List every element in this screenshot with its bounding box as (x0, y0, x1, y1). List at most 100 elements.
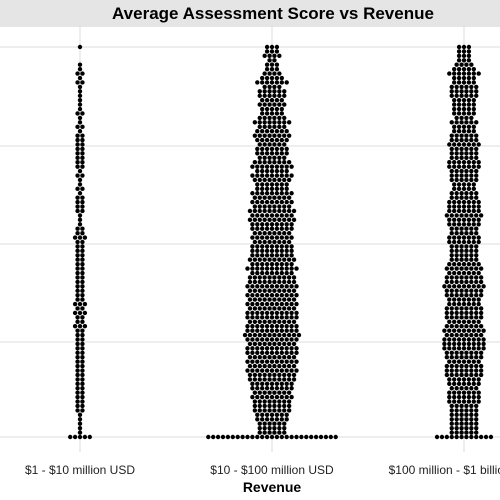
data-point (269, 49, 275, 54)
data-point (469, 332, 474, 338)
data-point (277, 355, 282, 360)
data-point (279, 111, 284, 116)
data-point (476, 399, 481, 404)
data-point (269, 301, 275, 307)
data-point (277, 319, 282, 324)
data-point (282, 275, 287, 280)
data-point (279, 248, 284, 254)
data-point (461, 129, 467, 134)
data-point (80, 377, 85, 382)
data-point (459, 173, 464, 178)
data-point (289, 235, 294, 240)
data-point (80, 315, 85, 320)
data-point (452, 208, 457, 214)
data-point (262, 84, 267, 90)
data-point (279, 222, 284, 227)
data-point (284, 284, 289, 289)
data-point (449, 120, 454, 125)
data-point (459, 412, 464, 418)
data-point (80, 164, 85, 169)
data-point (466, 377, 472, 382)
data-point (260, 261, 265, 267)
data-point (454, 425, 459, 431)
data-point (466, 297, 472, 302)
data-point (75, 368, 80, 373)
data-point (454, 408, 459, 413)
data-point (449, 288, 454, 293)
data-point (75, 71, 80, 76)
data-point (269, 222, 275, 227)
data-point (454, 230, 459, 236)
data-point (274, 261, 280, 267)
data-point (447, 270, 452, 276)
data-point (245, 266, 250, 271)
data-point (294, 337, 299, 342)
data-point (476, 337, 481, 342)
data-point (454, 434, 459, 440)
data-point (459, 292, 464, 298)
data-point (277, 208, 282, 214)
data-point (471, 75, 476, 81)
data-point (72, 235, 78, 240)
data-point (260, 284, 265, 289)
data-point (77, 75, 83, 81)
data-point (471, 341, 476, 347)
data-point (252, 279, 258, 285)
data-point (262, 390, 267, 395)
data-point (255, 417, 260, 422)
data-point (459, 177, 464, 183)
data-point (75, 332, 80, 338)
data-point (459, 425, 464, 431)
data-point (80, 142, 85, 147)
data-point (478, 292, 484, 298)
data-point (269, 261, 275, 267)
data-point (452, 381, 457, 387)
data-point (282, 124, 287, 129)
data-point (264, 434, 270, 440)
data-point (252, 239, 258, 245)
data-point (464, 151, 469, 156)
data-point (449, 177, 454, 183)
data-point (466, 186, 472, 192)
data-point (466, 337, 472, 342)
data-point (267, 195, 272, 200)
data-point (75, 257, 80, 262)
data-point (80, 394, 85, 400)
data-point (449, 412, 454, 418)
data-point (75, 306, 80, 311)
data-point (279, 350, 284, 355)
data-point (269, 386, 275, 391)
data-point (264, 151, 270, 156)
data-point (252, 319, 258, 324)
data-point (469, 133, 474, 138)
data-point (75, 133, 80, 138)
data-point (75, 199, 80, 205)
data-point (282, 425, 287, 431)
data-point (269, 328, 275, 333)
data-point (476, 359, 481, 364)
data-point (469, 363, 474, 369)
data-point (282, 155, 287, 160)
data-point (466, 222, 472, 227)
data-point (456, 53, 462, 59)
data-point (262, 297, 267, 302)
data-point (471, 199, 476, 205)
data-point (269, 129, 275, 134)
data-point (269, 146, 275, 152)
data-point (282, 102, 287, 107)
data-point (82, 324, 88, 329)
data-point (264, 381, 270, 387)
data-point (257, 390, 262, 395)
data-point (471, 301, 476, 307)
data-point (474, 120, 479, 125)
data-point (264, 394, 270, 400)
data-point (267, 319, 272, 324)
data-point (250, 253, 255, 258)
data-point (291, 341, 297, 347)
x-tick-labels: $1 - $10 million USD $10 - $100 million U… (25, 463, 500, 477)
data-point (461, 390, 467, 395)
data-point (466, 235, 472, 240)
data-point (80, 257, 85, 262)
data-point (279, 253, 284, 258)
data-point (466, 102, 472, 107)
